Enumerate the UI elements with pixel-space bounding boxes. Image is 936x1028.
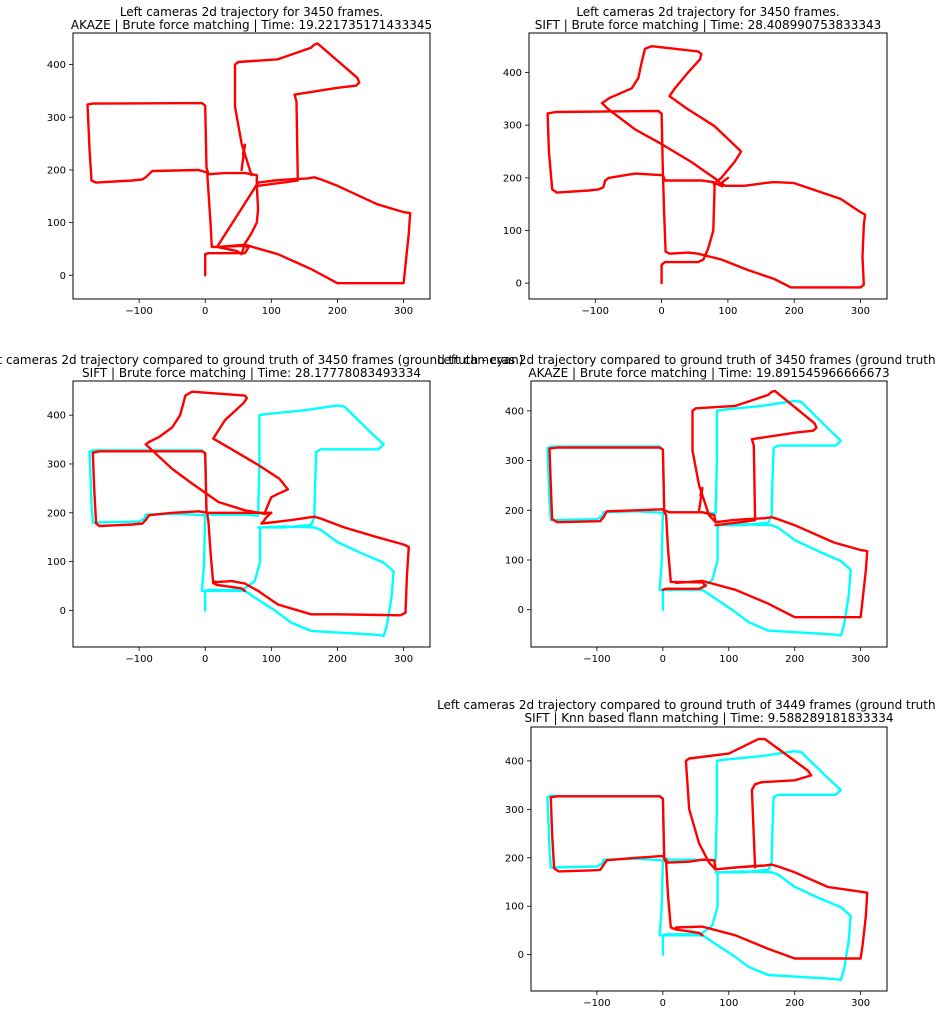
trajectory-lines <box>546 389 869 637</box>
axis-ticks: −100 0 100 200 300 0 100 200 300 400 <box>505 406 870 665</box>
y-tick-label: 300 <box>47 113 66 124</box>
trajectory-line-4 <box>691 389 818 527</box>
plot-panel-4: Left cameras 2d trajectory compared to g… <box>437 353 936 665</box>
trajectory-line-3 <box>684 737 813 871</box>
x-tick-label: 0 <box>658 306 664 317</box>
axes-frame <box>72 32 431 300</box>
y-tick-label: 300 <box>505 456 524 467</box>
x-tick-label: −100 <box>582 306 609 317</box>
axis-ticks: −100 0 100 200 300 0 100 200 300 400 <box>503 68 870 317</box>
x-tick-label: 100 <box>262 654 281 665</box>
trajectory-lines <box>546 737 869 982</box>
y-tick-label: 400 <box>503 68 522 79</box>
trajectory-lines <box>88 390 410 637</box>
plot-panel-3: Left cameras 2d trajectory compared to g… <box>0 353 523 665</box>
y-tick-label: 0 <box>60 271 66 282</box>
x-tick-label: 200 <box>328 306 347 317</box>
y-tick-label: 300 <box>47 459 66 470</box>
plot-title: Left cameras 2d trajectory compared to g… <box>437 353 936 367</box>
trajectory-line-2 <box>549 795 869 960</box>
trajectory-line-1 <box>546 109 867 289</box>
y-tick-label: 300 <box>505 805 524 816</box>
ground-truth-line-1 <box>88 404 395 637</box>
trajectory-lines <box>86 42 412 285</box>
trajectory-line-3 <box>233 42 361 187</box>
x-tick-label: −100 <box>583 998 610 1009</box>
x-tick-label: 200 <box>785 306 804 317</box>
y-tick-label: 400 <box>47 60 66 71</box>
x-tick-label: −100 <box>583 654 610 665</box>
x-tick-label: 0 <box>202 306 208 317</box>
x-tick-label: 100 <box>719 998 738 1009</box>
plot-subtitle: AKAZE | Brute force matching | Time: 19.… <box>528 366 889 380</box>
y-tick-label: 100 <box>47 557 66 568</box>
ground-truth-line-1 <box>546 399 852 637</box>
axis-ticks: −100 0 100 200 300 0 100 200 300 400 <box>505 756 870 1009</box>
x-tick-label: 200 <box>785 998 804 1009</box>
x-tick-label: −100 <box>125 306 152 317</box>
y-tick-label: 100 <box>503 226 522 237</box>
plot-panel-1: Left cameras 2d trajectory for 3450 fram… <box>47 5 432 317</box>
y-tick-label: 200 <box>503 173 522 184</box>
x-tick-label: 100 <box>719 654 738 665</box>
plot-title: Left cameras 2d trajectory for 3450 fram… <box>120 5 383 19</box>
axis-ticks: −100 0 100 200 300 0 100 200 300 400 <box>47 411 413 665</box>
y-tick-label: 100 <box>505 902 524 913</box>
plot-subtitle: SIFT | Brute force matching | Time: 28.1… <box>82 366 421 380</box>
x-tick-label: 200 <box>785 654 804 665</box>
plot-title: Left cameras 2d trajectory for 3450 fram… <box>576 5 839 19</box>
x-tick-label: −100 <box>125 654 152 665</box>
y-tick-label: 0 <box>518 605 524 616</box>
y-tick-label: 0 <box>518 950 524 961</box>
x-tick-label: 200 <box>328 654 347 665</box>
plot-title: Left cameras 2d trajectory compared to g… <box>437 698 936 712</box>
axis-ticks: −100 0 100 200 300 0 100 200 300 400 <box>47 60 413 317</box>
axes-frame <box>72 380 431 648</box>
x-tick-label: 0 <box>202 654 208 665</box>
y-tick-label: 200 <box>47 165 66 176</box>
x-tick-label: 300 <box>851 998 870 1009</box>
axes-frame <box>528 32 888 300</box>
x-tick-label: 100 <box>262 306 281 317</box>
plot-title: Left cameras 2d trajectory compared to g… <box>0 353 523 367</box>
axes-frame <box>530 380 888 648</box>
x-tick-label: 300 <box>851 306 870 317</box>
y-tick-label: 400 <box>505 406 524 417</box>
y-tick-label: 100 <box>505 555 524 566</box>
x-tick-label: 300 <box>394 306 413 317</box>
plot-panel-5: Left cameras 2d trajectory compared to g… <box>437 698 936 1009</box>
x-tick-label: 300 <box>851 654 870 665</box>
y-tick-label: 0 <box>516 279 522 290</box>
plot-subtitle: SIFT | Brute force matching | Time: 28.4… <box>535 18 882 32</box>
plot-panel-2: Left cameras 2d trajectory for 3450 fram… <box>503 5 888 317</box>
y-tick-label: 100 <box>47 218 66 229</box>
y-tick-label: 400 <box>505 756 524 767</box>
trajectory-line-2 <box>91 450 410 617</box>
y-tick-label: 200 <box>505 853 524 864</box>
trajectory-lines <box>546 45 867 289</box>
y-tick-label: 300 <box>503 121 522 132</box>
ground-truth-line-1 <box>546 750 852 982</box>
x-tick-label: 0 <box>660 998 666 1009</box>
trajectory-line-3 <box>144 390 290 515</box>
x-tick-label: 100 <box>718 306 737 317</box>
x-tick-label: 300 <box>394 654 413 665</box>
y-tick-label: 200 <box>47 508 66 519</box>
plot-subtitle: AKAZE | Brute force matching | Time: 19.… <box>71 18 432 32</box>
y-tick-label: 400 <box>47 411 66 422</box>
y-tick-label: 200 <box>505 506 524 517</box>
x-tick-label: 0 <box>660 654 666 665</box>
trajectory-line-2 <box>600 45 743 188</box>
axes-frame <box>530 726 888 992</box>
plot-subtitle: SIFT | Knn based flann matching | Time: … <box>524 711 893 725</box>
y-tick-label: 0 <box>60 606 66 617</box>
trajectory-line-2 <box>548 446 869 619</box>
